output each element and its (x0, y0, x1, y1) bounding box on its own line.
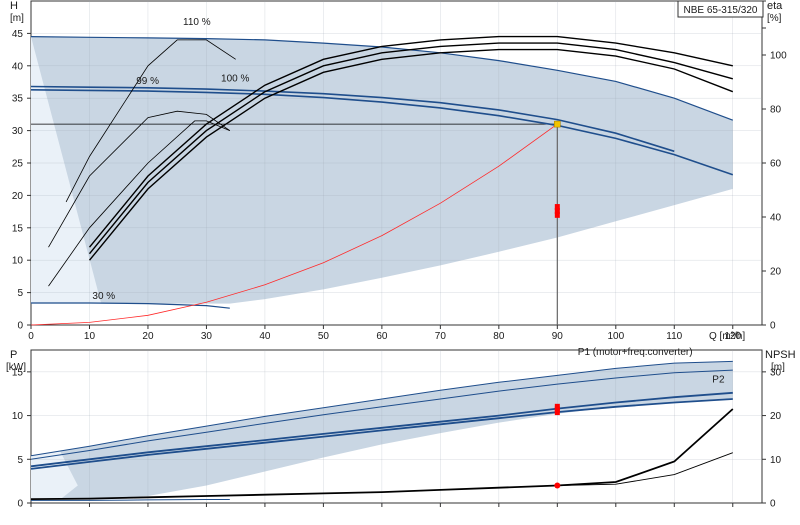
lower-low-flow-area (31, 451, 78, 500)
upper-x-tick-label: 50 (318, 331, 330, 342)
efficiency-duty-marker (554, 204, 560, 211)
power-duty-marker (554, 406, 560, 413)
curve-label-30: 30 % (92, 291, 115, 302)
upper-series-efficiency-8 (48, 110, 231, 248)
lower-y-tick-label: 10 (12, 411, 24, 422)
upper-x-tick-label: 10 (84, 331, 96, 342)
upper-right-tick-label: 20 (770, 267, 782, 278)
lower-right-tick-label: 20 (770, 411, 782, 422)
upper-y-tick-label: 20 (12, 191, 24, 202)
efficiency-duty-marker (554, 207, 560, 214)
lower-y-tick-label: 5 (17, 455, 23, 466)
lower-series-power-4 (31, 499, 230, 501)
duty-point-marker (554, 120, 561, 128)
upper-right-tick-label: 80 (770, 105, 782, 116)
upper-right-tick-label: 40 (770, 213, 782, 224)
upper-series-head-2 (30, 85, 675, 153)
lower-y-tick-label: 15 (12, 367, 24, 378)
upper-series-system_curve-4 (30, 123, 558, 326)
upper-series-efficiency-6 (88, 48, 734, 261)
lower-series-power-1 (30, 369, 733, 460)
upper-x-tick-label: 120 (724, 331, 741, 342)
model-label: NBE 65-315/320 (684, 5, 758, 16)
lower-right-tick-label: 10 (770, 455, 782, 466)
lower-left-axis-symbol: P (10, 349, 17, 361)
lower-series-power-0 (30, 360, 733, 457)
upper-y-tick-label: 25 (12, 159, 24, 170)
upper-y-tick-label: 35 (12, 94, 24, 105)
upper-y-tick-label: 10 (12, 256, 24, 267)
upper-x-axis-label: Q [m³/h] (709, 331, 745, 342)
upper-x-tick-label: 110 (666, 331, 682, 342)
upper-x-tick-label: 100 (607, 331, 624, 342)
lower-y-tick-label: 0 (17, 499, 23, 510)
upper-x-tick-label: 60 (376, 331, 388, 342)
lower-right-tick-label: 30 (770, 367, 782, 378)
curve-label-p1: P1 (motor+freq.converter) (578, 347, 693, 358)
upper-y-tick-label: 0 (17, 321, 23, 332)
upper-x-tick-label: 70 (435, 331, 447, 342)
upper-x-tick-label: 40 (259, 331, 271, 342)
npsh-duty-marker (554, 482, 561, 489)
model-label-box (677, 0, 764, 18)
lower-series-power-2 (30, 391, 733, 468)
upper-x-tick-label: 20 (142, 331, 154, 342)
lower-right-axis-unit: [m] (771, 362, 785, 373)
upper-y-tick-label: 40 (12, 61, 24, 72)
upper-y-tick-label: 30 (12, 126, 24, 137)
upper-x-tick-label: 0 (28, 331, 34, 342)
upper-x-tick-label: 80 (493, 331, 505, 342)
curve-label-99: 99 % (136, 76, 159, 87)
upper-x-tick-label: 90 (552, 331, 564, 342)
upper-series-efficiency-9 (48, 120, 230, 287)
upper-left-axis-unit: [m] (10, 13, 24, 24)
lower-right-axis-symbol: NPSH (765, 349, 796, 361)
upper-right-tick-label: 100 (770, 51, 787, 62)
lower-left-axis-unit: [kW] (6, 362, 26, 373)
upper-right-tick-label: 60 (770, 159, 782, 170)
chart-layers: 110 % 99 % 100 % 30 % P1 (motor+freq.convert… (12, 0, 787, 510)
lower-series-npsh-6 (30, 452, 733, 500)
lower-series-power-3 (30, 398, 733, 470)
upper-x-tick-label: 30 (201, 331, 213, 342)
curve-label-100: 100 % (221, 73, 249, 84)
upper-series-head-1 (30, 89, 734, 176)
upper-series-head-3 (31, 302, 230, 309)
upper-right-axis-unit: [%] (767, 13, 782, 24)
upper-y-tick-label: 45 (12, 29, 24, 40)
upper-right-axis-symbol: eta (767, 0, 783, 12)
upper-y-tick-label: 15 (12, 223, 24, 234)
upper-series-efficiency-5 (88, 35, 733, 248)
curve-label-110: 110 % (183, 17, 211, 28)
efficiency-duty-marker (554, 211, 560, 218)
lower-right-tick-label: 0 (770, 499, 776, 510)
upper-left-axis-symbol: H (10, 0, 18, 12)
upper-series-efficiency-7 (88, 42, 733, 255)
upper-y-tick-label: 5 (17, 288, 23, 299)
upper-right-tick-label: 0 (770, 321, 776, 332)
upper-series-efficiency-10 (65, 39, 236, 203)
curve-label-p2: P2 (712, 374, 725, 385)
